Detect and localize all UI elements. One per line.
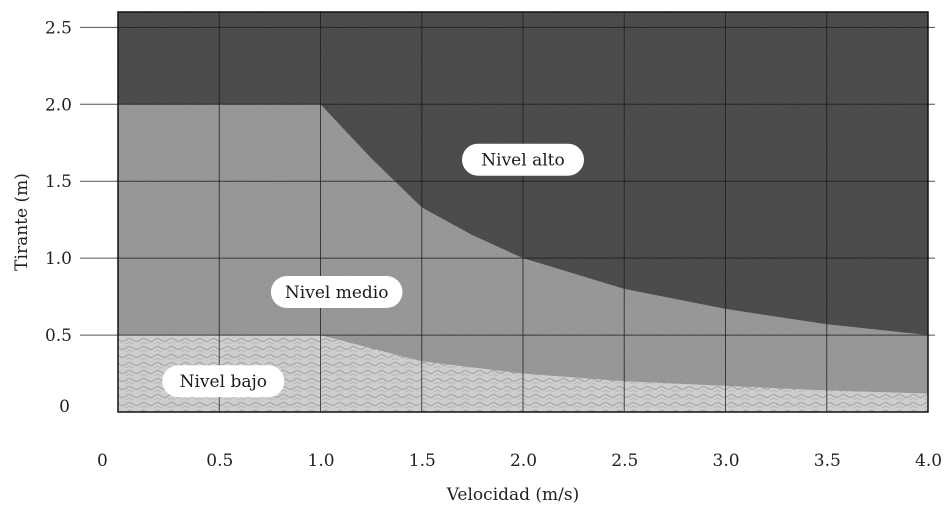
label-pill xyxy=(270,276,403,308)
y-axis-title: Tirante (m) xyxy=(12,173,32,271)
label-nivel-alto: Nivel alto xyxy=(462,143,584,176)
y-tick-label: 1.5 xyxy=(45,172,72,192)
x-tick-label: 1.5 xyxy=(409,451,436,471)
y-tick-label: 0 xyxy=(59,397,70,417)
x-tick-label: 0 xyxy=(97,451,108,471)
x-tick-label: 4.0 xyxy=(915,451,942,471)
x-tick-label: 3.0 xyxy=(713,451,740,471)
ticks-layer: 0 0.5 1.0 1.5 2.0 2.5 3.0 3.5 4.0 0 0.5 1.0 1.5 2.0 2.… xyxy=(45,18,942,471)
x-tick-label: 1.0 xyxy=(308,451,335,471)
label-pill xyxy=(462,143,584,176)
label-nivel-bajo: Nivel bajo xyxy=(162,365,285,398)
label-nivel-medio: Nivel medio xyxy=(270,276,403,308)
x-tick-label: 2.0 xyxy=(510,451,537,471)
x-tick-label: 0.5 xyxy=(206,451,233,471)
label-pill xyxy=(162,365,285,398)
x-tick-label: 3.5 xyxy=(814,451,841,471)
grid-layer xyxy=(80,12,935,412)
y-tick-label: 2.5 xyxy=(45,18,72,38)
y-tick-label: 2.0 xyxy=(45,95,72,115)
x-axis-title: Velocidad (m/s) xyxy=(446,485,580,505)
y-tick-label: 0.5 xyxy=(45,326,72,346)
region-label-text: Nivel bajo xyxy=(180,372,267,392)
x-tick-label: 2.5 xyxy=(611,451,638,471)
labels-layer: Nivel bajo Nivel medio Nivel alto xyxy=(162,143,584,398)
region-label-text: Nivel alto xyxy=(481,151,564,171)
y-tick-label: 1.0 xyxy=(45,249,72,269)
region-label-text: Nivel medio xyxy=(285,283,389,303)
plot-frame xyxy=(117,11,929,413)
